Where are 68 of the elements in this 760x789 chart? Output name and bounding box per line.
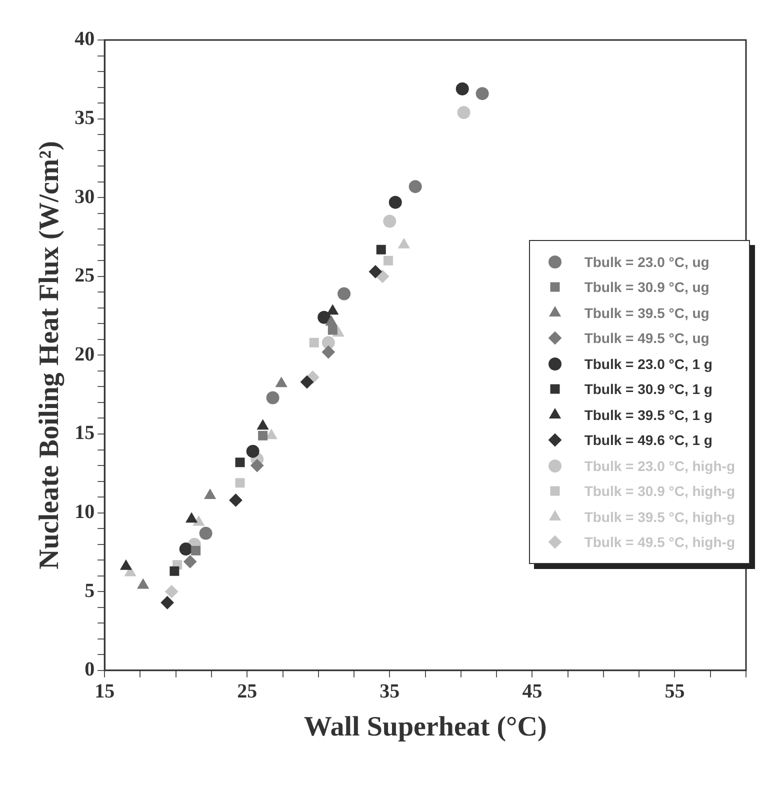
- point: [120, 560, 132, 570]
- point: [383, 214, 396, 228]
- point: [338, 287, 351, 300]
- point: [309, 338, 319, 348]
- point: [457, 106, 470, 119]
- x-tick-label: 55: [664, 680, 685, 703]
- legend-label: Tbulk = 30.9 °C, ug: [584, 279, 710, 296]
- legend-label: Tbulk = 23.0 °C, high-g: [584, 458, 735, 474]
- point: [246, 444, 260, 458]
- point: [165, 585, 178, 598]
- point: [191, 546, 201, 556]
- legend-label: Tbulk = 39.5 °C, 1 g: [584, 406, 712, 423]
- x-tick-label: 35: [380, 680, 400, 703]
- point: [250, 459, 264, 472]
- point: [476, 87, 489, 100]
- point: [322, 346, 335, 359]
- point: [368, 265, 382, 278]
- y-tick-label: 15: [74, 422, 95, 444]
- y-tick-label: 25: [74, 264, 95, 287]
- point: [300, 375, 314, 388]
- legend-label: Tbulk = 49.5 °C, high-g: [584, 534, 735, 550]
- point: [318, 310, 331, 324]
- legend-label: Tbulk = 23.0 °C, 1 g: [584, 356, 712, 372]
- point: [326, 316, 337, 326]
- legend-label: Tbulk = 49.5 °C, ug: [584, 330, 710, 346]
- point: [276, 377, 288, 388]
- legend-label: Tbulk = 30.9 °C, high-g: [584, 483, 735, 500]
- y-tick-label: 0: [84, 658, 95, 681]
- x-tick-label: 45: [522, 680, 542, 703]
- y-tick-label: 20: [74, 343, 95, 366]
- point: [398, 238, 410, 248]
- point: [186, 512, 198, 523]
- point: [184, 555, 197, 568]
- y-tick-label: 10: [74, 500, 95, 523]
- point: [266, 391, 280, 404]
- point: [235, 458, 245, 468]
- point: [179, 542, 192, 556]
- point: [160, 596, 174, 610]
- legend-label: Tbulk = 30.9 °C, 1 g: [584, 381, 712, 398]
- point: [376, 270, 390, 283]
- point: [328, 325, 338, 335]
- point: [322, 336, 335, 350]
- y-tick-label: 40: [74, 28, 95, 50]
- x-tick-label: 25: [237, 680, 258, 703]
- point: [235, 478, 245, 488]
- point: [137, 578, 149, 589]
- point: [456, 82, 469, 96]
- point: [326, 304, 338, 315]
- point: [204, 488, 216, 499]
- point: [170, 566, 180, 576]
- y-axis-title: Nucleate Boiling Heat Flux (W/cm²): [34, 141, 66, 570]
- y-tick-label: 30: [74, 186, 95, 208]
- y-tick-label: 35: [74, 106, 95, 129]
- x-axis-title: Wall Superheat (°C): [304, 711, 547, 742]
- point: [384, 256, 393, 266]
- y-tick-label: 5: [84, 580, 95, 602]
- point: [199, 526, 212, 540]
- point: [229, 494, 242, 507]
- point: [258, 430, 268, 440]
- point: [388, 196, 402, 209]
- legend-label: Tbulk = 39.5 °C, ug: [584, 304, 710, 321]
- point: [257, 420, 269, 430]
- point: [408, 180, 422, 194]
- point: [376, 244, 386, 254]
- legend-label: Tbulk = 39.5 °C, high-g: [584, 508, 735, 525]
- point: [192, 516, 204, 526]
- legend-label: Tbulk = 23.0 °C, ug: [584, 254, 710, 270]
- legend-label: Tbulk = 49.6 °C, 1 g: [584, 432, 712, 448]
